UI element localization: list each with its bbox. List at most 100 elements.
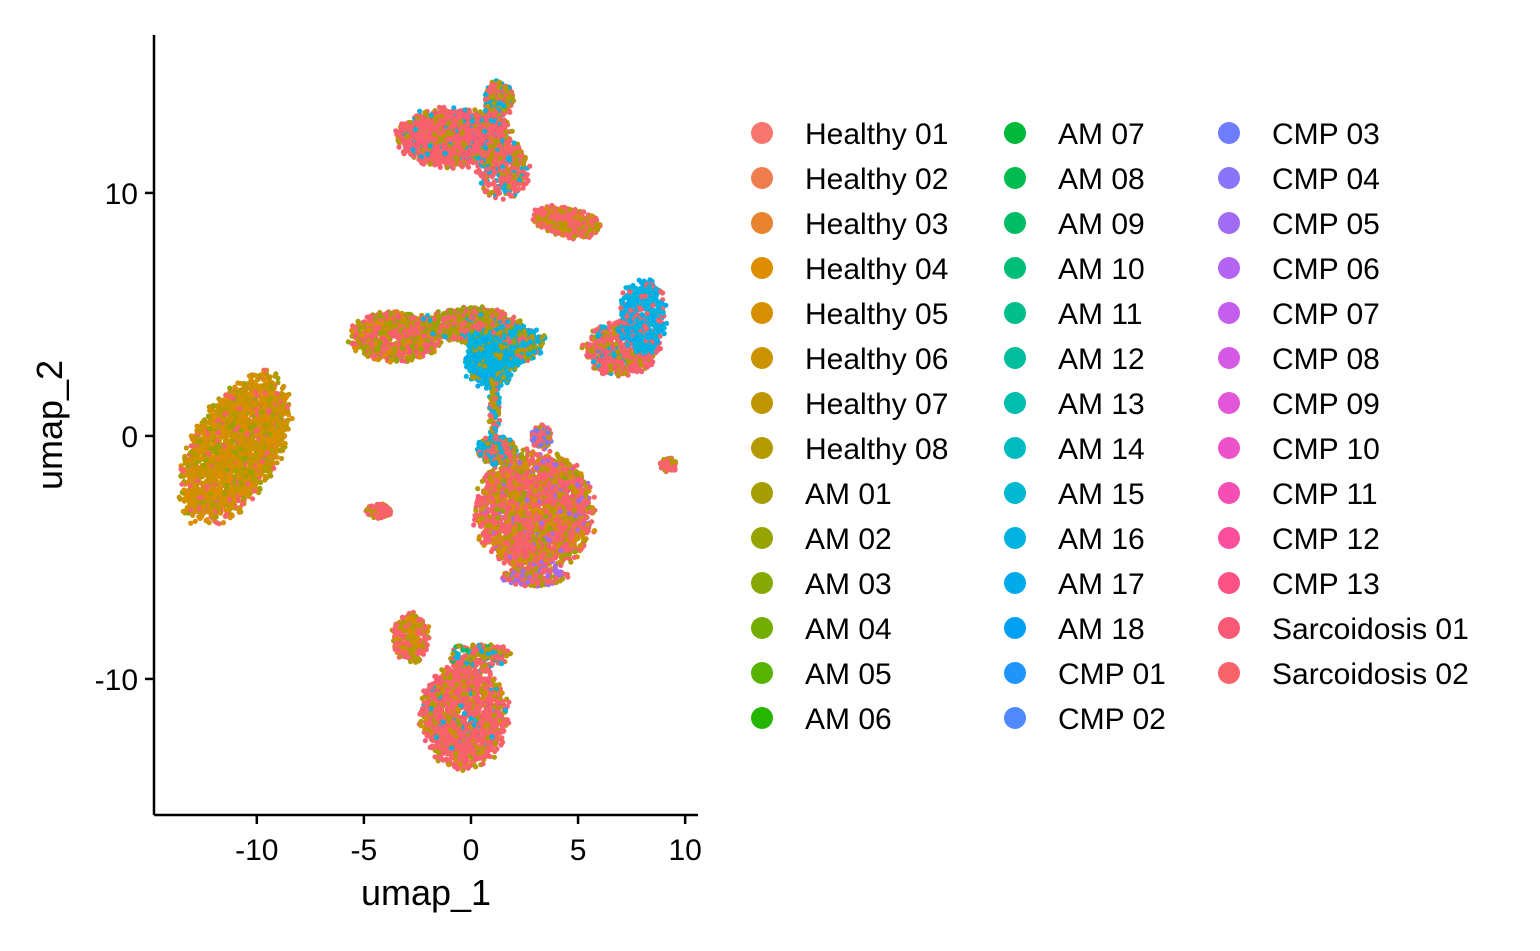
data-point — [187, 483, 193, 489]
data-point — [237, 406, 243, 412]
data-point — [277, 447, 284, 453]
data-point — [204, 517, 210, 523]
data-point — [516, 181, 522, 187]
data-point — [212, 468, 218, 474]
data-point — [221, 429, 227, 435]
data-point — [230, 444, 236, 450]
data-point — [244, 431, 251, 437]
data-point — [516, 145, 522, 151]
data-point — [220, 520, 227, 526]
data-point — [184, 492, 191, 498]
data-point — [264, 450, 270, 456]
data-point — [209, 432, 215, 439]
scatter-points — [176, 78, 679, 774]
data-point — [446, 120, 452, 126]
data-point — [442, 150, 448, 156]
data-point — [474, 113, 480, 119]
data-point — [179, 481, 185, 487]
data-point — [201, 504, 207, 510]
data-point — [205, 451, 212, 457]
data-point — [487, 144, 493, 150]
data-point — [191, 458, 197, 464]
data-point — [219, 480, 225, 486]
data-point — [274, 460, 280, 466]
data-point — [578, 210, 584, 216]
data-point — [259, 458, 265, 465]
data-point — [478, 159, 484, 165]
data-point — [490, 181, 496, 187]
data-point — [267, 461, 273, 467]
data-point — [230, 439, 236, 445]
data-point — [233, 467, 239, 474]
data-point — [259, 451, 265, 457]
data-point — [448, 149, 454, 155]
data-point — [194, 423, 200, 429]
data-point — [267, 431, 273, 438]
data-point — [593, 222, 599, 228]
data-point — [188, 476, 194, 482]
data-point — [269, 446, 275, 452]
data-point — [483, 118, 489, 124]
data-point — [222, 490, 228, 496]
data-point — [458, 159, 464, 165]
data-point — [204, 484, 210, 490]
data-point — [188, 520, 194, 526]
data-point — [185, 456, 191, 463]
data-point — [228, 487, 234, 493]
data-point — [275, 375, 281, 381]
data-point — [450, 110, 456, 116]
data-point — [210, 402, 216, 409]
data-point — [593, 227, 599, 233]
data-point — [181, 487, 187, 493]
data-point — [217, 444, 224, 450]
data-point — [248, 377, 254, 383]
data-point — [579, 232, 585, 238]
data-point — [495, 191, 501, 197]
data-point — [222, 411, 228, 417]
data-point — [258, 471, 264, 477]
data-point — [527, 163, 533, 169]
data-point — [431, 131, 437, 137]
data-point — [502, 168, 508, 174]
data-point — [509, 128, 515, 134]
data-point — [219, 499, 225, 505]
data-point — [474, 130, 480, 136]
data-point — [203, 495, 209, 502]
data-point — [194, 428, 200, 434]
data-point — [469, 127, 475, 133]
data-point — [562, 227, 568, 233]
data-point — [276, 441, 282, 447]
data-point — [201, 509, 207, 516]
data-point — [274, 390, 280, 397]
data-point — [195, 486, 201, 492]
data-point — [224, 511, 230, 517]
data-point — [509, 193, 515, 199]
data-point — [412, 143, 418, 149]
data-point — [207, 426, 213, 432]
data-point — [178, 466, 184, 472]
data-point — [250, 409, 256, 415]
data-point — [275, 380, 281, 386]
data-point — [252, 401, 258, 407]
data-point — [448, 157, 454, 163]
data-point — [427, 143, 433, 149]
data-point — [193, 500, 199, 506]
data-point — [461, 111, 467, 117]
data-point — [262, 422, 268, 428]
data-point — [268, 473, 274, 479]
data-point — [202, 490, 208, 497]
data-point — [217, 470, 223, 476]
data-point — [466, 107, 472, 113]
data-point — [263, 473, 269, 480]
data-point — [253, 427, 260, 433]
data-point — [510, 98, 517, 104]
data-point — [279, 385, 286, 391]
data-point — [430, 136, 436, 142]
data-point — [466, 157, 472, 163]
data-point — [488, 89, 494, 95]
data-point — [435, 125, 441, 132]
data-point — [486, 156, 492, 162]
data-point — [497, 161, 503, 167]
data-point — [568, 222, 574, 228]
data-point — [279, 427, 285, 433]
